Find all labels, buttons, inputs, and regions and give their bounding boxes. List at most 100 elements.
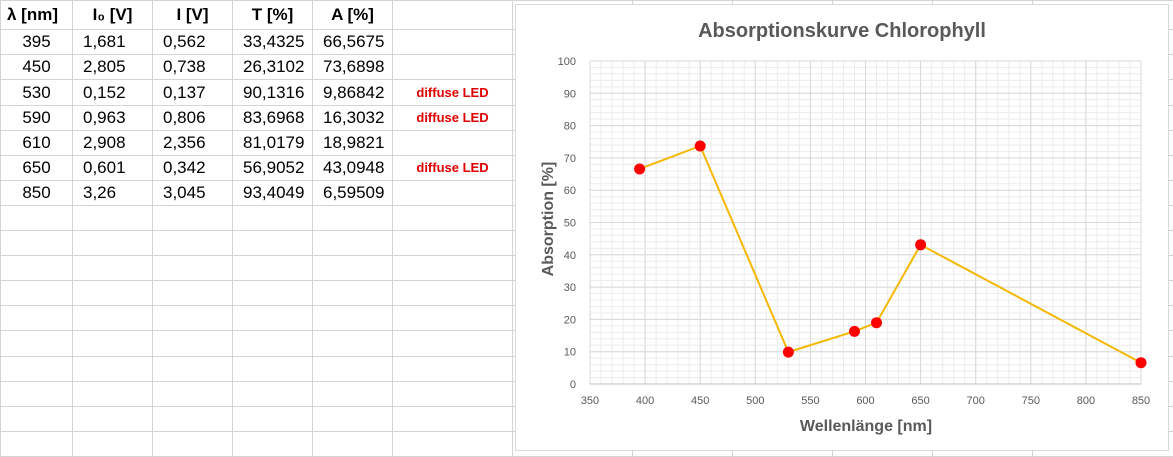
cell[interactable]: [392, 129, 513, 156]
data-point[interactable]: [694, 140, 706, 152]
cell[interactable]: [232, 380, 313, 407]
data-cell[interactable]: 0,152: [72, 79, 153, 106]
data-cell[interactable]: 0,738: [152, 54, 233, 81]
data-cell[interactable]: 66,5675: [312, 29, 393, 56]
data-cell[interactable]: 33,4325: [232, 29, 313, 56]
cell[interactable]: [0, 204, 73, 232]
data-cell[interactable]: 590: [0, 104, 73, 131]
cell[interactable]: [312, 230, 393, 257]
data-cell[interactable]: 83,6968: [232, 104, 313, 131]
data-cell[interactable]: 43,0948: [312, 154, 393, 181]
cell[interactable]: [0, 380, 73, 407]
cell[interactable]: [72, 430, 153, 457]
cell[interactable]: [312, 405, 393, 432]
data-cell[interactable]: 0,806: [152, 104, 233, 131]
column-header[interactable]: I [V]: [152, 0, 233, 31]
cell[interactable]: [392, 280, 513, 307]
data-cell[interactable]: 56,9052: [232, 154, 313, 181]
cell[interactable]: [152, 305, 233, 332]
cell[interactable]: [152, 204, 233, 232]
data-cell[interactable]: 73,6898: [312, 54, 393, 81]
cell[interactable]: [312, 355, 393, 382]
cell[interactable]: [72, 405, 153, 432]
cell[interactable]: [392, 255, 513, 282]
data-cell[interactable]: 90,1316: [232, 79, 313, 106]
cell[interactable]: [152, 230, 233, 257]
cell[interactable]: [232, 355, 313, 382]
cell[interactable]: [392, 54, 513, 81]
data-point[interactable]: [915, 239, 927, 251]
cell[interactable]: [392, 380, 513, 407]
data-cell[interactable]: 3,26: [72, 179, 153, 206]
note-cell[interactable]: diffuse LED: [392, 154, 513, 181]
cell[interactable]: [312, 330, 393, 357]
data-cell[interactable]: 26,3102: [232, 54, 313, 81]
data-cell[interactable]: 9,86842: [312, 79, 393, 106]
cell[interactable]: [0, 330, 73, 357]
data-cell[interactable]: 850: [0, 179, 73, 206]
data-cell[interactable]: 0,963: [72, 104, 153, 131]
data-cell[interactable]: 395: [0, 29, 73, 56]
cell[interactable]: [232, 305, 313, 332]
data-cell[interactable]: 6,59509: [312, 179, 393, 206]
cell[interactable]: [0, 255, 73, 282]
cell[interactable]: [152, 380, 233, 407]
cell[interactable]: [0, 430, 73, 457]
data-point[interactable]: [1135, 357, 1147, 369]
cell[interactable]: [72, 280, 153, 307]
cell[interactable]: [72, 305, 153, 332]
data-cell[interactable]: 530: [0, 79, 73, 106]
cell[interactable]: [312, 255, 393, 282]
cell[interactable]: [392, 430, 513, 457]
data-cell[interactable]: 1,681: [72, 29, 153, 56]
cell[interactable]: [392, 29, 513, 56]
data-cell[interactable]: 16,3032: [312, 104, 393, 131]
cell[interactable]: [72, 230, 153, 257]
column-header[interactable]: λ [nm]: [0, 0, 73, 31]
data-cell[interactable]: 610: [0, 129, 73, 156]
cell[interactable]: [0, 355, 73, 382]
cell[interactable]: [392, 305, 513, 332]
cell[interactable]: [72, 330, 153, 357]
cell[interactable]: [152, 255, 233, 282]
cell[interactable]: [232, 230, 313, 257]
column-header[interactable]: A [%]: [312, 0, 393, 31]
cell[interactable]: [72, 380, 153, 407]
cell[interactable]: [152, 430, 233, 457]
data-cell[interactable]: 2,356: [152, 129, 233, 156]
cell[interactable]: [392, 330, 513, 357]
cell[interactable]: [232, 280, 313, 307]
data-point[interactable]: [871, 317, 883, 329]
cell[interactable]: [392, 405, 513, 432]
column-header[interactable]: T [%]: [232, 0, 313, 31]
cell[interactable]: [72, 355, 153, 382]
cell[interactable]: [232, 430, 313, 457]
cell[interactable]: [232, 405, 313, 432]
cell[interactable]: [312, 204, 393, 232]
cell[interactable]: [0, 305, 73, 332]
note-cell[interactable]: diffuse LED: [392, 79, 513, 106]
cell[interactable]: [392, 204, 513, 232]
cell[interactable]: [392, 179, 513, 206]
column-header[interactable]: [392, 0, 513, 31]
note-cell[interactable]: diffuse LED: [392, 104, 513, 131]
data-cell[interactable]: 81,0179: [232, 129, 313, 156]
data-point[interactable]: [782, 346, 794, 358]
data-cell[interactable]: 0,601: [72, 154, 153, 181]
data-cell[interactable]: 3,045: [152, 179, 233, 206]
cell[interactable]: [232, 330, 313, 357]
cell[interactable]: [312, 280, 393, 307]
cell[interactable]: [0, 280, 73, 307]
cell[interactable]: [152, 280, 233, 307]
cell[interactable]: [312, 305, 393, 332]
cell[interactable]: [152, 330, 233, 357]
cell[interactable]: [312, 380, 393, 407]
data-cell[interactable]: 450: [0, 54, 73, 81]
column-header[interactable]: I₀ [V]: [72, 0, 153, 31]
absorption-chart[interactable]: 350 400 450 500 550 600 650 700 750 800 850 0 10 20 30…: [515, 4, 1169, 451]
cell[interactable]: [392, 230, 513, 257]
cell[interactable]: [0, 230, 73, 257]
data-cell[interactable]: 0,562: [152, 29, 233, 56]
cell[interactable]: [232, 255, 313, 282]
data-cell[interactable]: 93,4049: [232, 179, 313, 206]
